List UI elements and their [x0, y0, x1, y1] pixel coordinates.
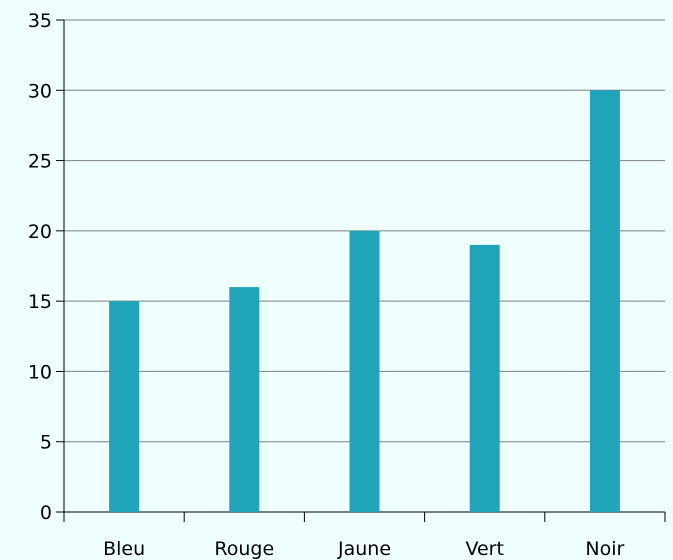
y-tick-label: 15 — [28, 291, 52, 313]
y-tick-label: 0 — [40, 502, 52, 524]
bar — [109, 301, 140, 512]
y-tick-label: 25 — [28, 151, 52, 173]
bar — [229, 287, 260, 512]
x-tick-label: Rouge — [214, 538, 274, 560]
bar — [349, 230, 380, 512]
bar — [469, 244, 500, 512]
bar — [589, 90, 620, 513]
y-tick-label: 35 — [28, 10, 52, 32]
y-tick-label: 30 — [28, 80, 52, 102]
y-tick-label: 20 — [28, 221, 52, 243]
y-tick-label: 10 — [28, 361, 52, 383]
x-tick-label: Vert — [465, 538, 503, 560]
x-tick-label: Bleu — [103, 538, 145, 560]
x-tick-label: Noir — [585, 538, 624, 560]
y-tick-label: 5 — [40, 432, 52, 454]
x-tick-label: Jaune — [337, 538, 391, 560]
